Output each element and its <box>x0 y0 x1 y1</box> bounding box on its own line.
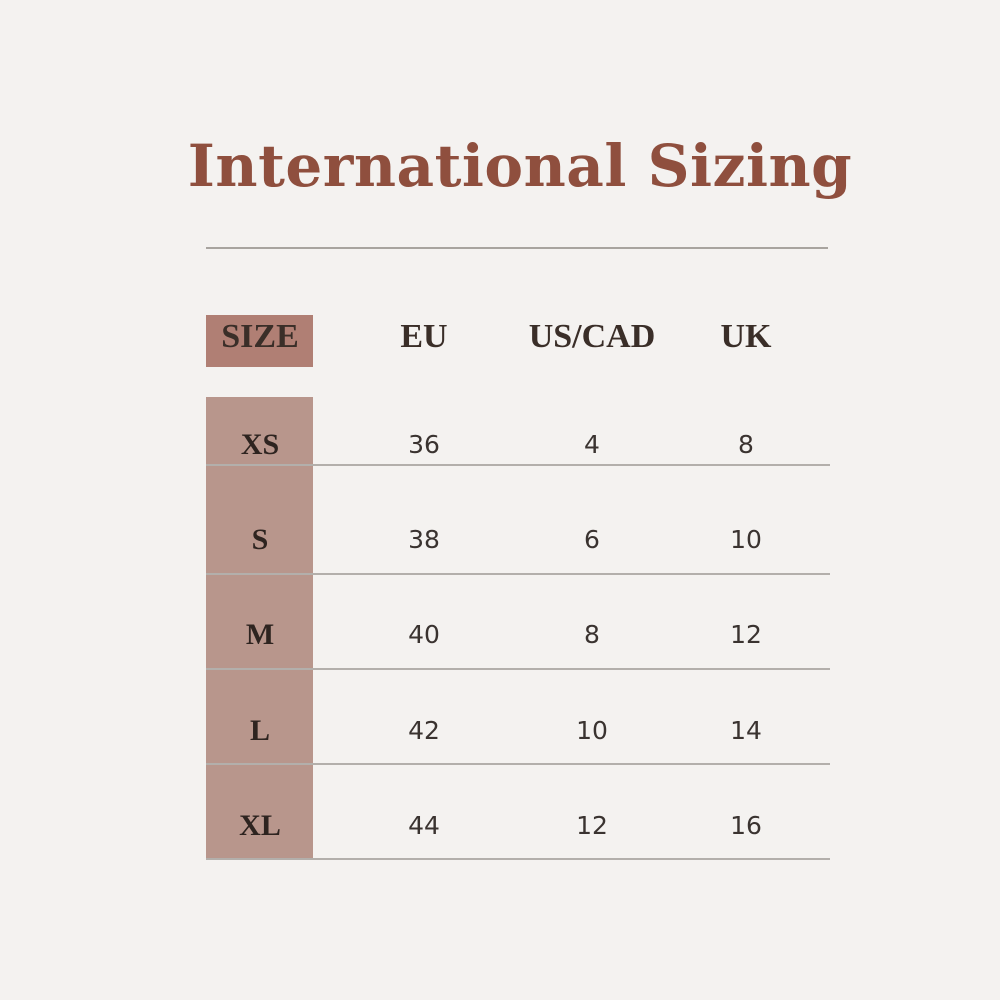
table-cell: 38 <box>408 525 440 554</box>
column-header-us-cad: US/CAD <box>528 318 656 355</box>
table-cell: 44 <box>408 811 440 840</box>
column-header-eu: EU <box>400 318 448 355</box>
table-cell: 10 <box>576 716 608 745</box>
size-label: XS <box>240 428 280 461</box>
size-label: XL <box>239 809 281 842</box>
row-divider <box>206 464 830 466</box>
row-divider <box>206 573 830 575</box>
table-cell: 8 <box>584 620 600 649</box>
table-cell: 36 <box>408 430 440 459</box>
table-cell: 42 <box>408 716 440 745</box>
size-label: M <box>245 618 275 651</box>
table-cell: 16 <box>730 811 762 840</box>
table-cell: 14 <box>730 716 762 745</box>
table-cell: 8 <box>738 430 754 459</box>
column-header-size: SIZE <box>221 318 299 355</box>
row-divider <box>206 858 830 860</box>
table-cell: 4 <box>584 430 600 459</box>
table-cell: 6 <box>584 525 600 554</box>
title-divider <box>206 247 828 249</box>
size-label: S <box>251 523 269 556</box>
column-header-uk: UK <box>720 318 772 355</box>
size-column-highlight <box>206 397 313 859</box>
table-cell: 12 <box>576 811 608 840</box>
page-title: International Sizing <box>187 132 853 200</box>
table-cell: 12 <box>730 620 762 649</box>
table-cell: 10 <box>730 525 762 554</box>
row-divider <box>206 763 830 765</box>
table-cell: 40 <box>408 620 440 649</box>
size-header-highlight <box>206 315 313 367</box>
size-label: L <box>249 714 270 747</box>
row-divider <box>206 668 830 670</box>
